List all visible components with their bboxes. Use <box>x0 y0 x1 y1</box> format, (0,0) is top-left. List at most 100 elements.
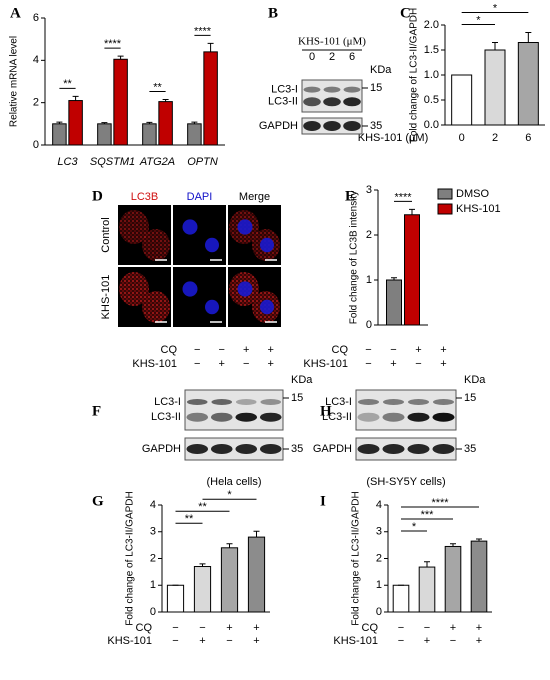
bar <box>193 566 212 613</box>
cell-signal <box>119 272 149 306</box>
y-tick-label: 1.5 <box>424 44 439 56</box>
y-axis-label: Fold change of LC3B intensity <box>349 191 360 324</box>
y-tick-label: 4 <box>376 499 382 511</box>
panel-letter: B <box>268 5 278 21</box>
significance-label: ** <box>63 78 72 90</box>
band <box>432 444 455 454</box>
significance-label: **** <box>394 191 412 203</box>
condition-sign: + <box>268 358 274 370</box>
condition-name: CQ <box>161 344 178 356</box>
y-tick-label: 1 <box>150 579 156 591</box>
blot-strip <box>184 389 284 431</box>
bar <box>52 123 67 146</box>
significance-label: ** <box>198 501 207 513</box>
band <box>343 86 361 93</box>
condition-sign: + <box>219 358 225 370</box>
condition-sign: − <box>398 635 404 647</box>
error-bar <box>476 538 482 542</box>
significance-label: * <box>412 521 417 533</box>
band-label: LC3-II <box>268 96 298 108</box>
panel-letter: E <box>345 188 355 204</box>
legend-label: KHS-101 <box>456 203 501 215</box>
x-tick-label: SQSTM1 <box>90 156 135 168</box>
band <box>210 444 233 454</box>
condition-sign: + <box>440 344 446 356</box>
condition-sign: − <box>194 358 200 370</box>
y-axis-label: Fold change of LC3-II/GAPDH <box>125 491 136 626</box>
significance-label: * <box>493 2 498 14</box>
nucleus <box>237 281 253 297</box>
nucleus <box>182 281 198 297</box>
kda-label: KDa <box>291 374 313 386</box>
x-tick-label: LC3 <box>57 156 78 168</box>
bar <box>220 547 239 613</box>
bar <box>113 58 128 146</box>
band <box>323 121 341 131</box>
condition-sign: − <box>199 622 205 634</box>
significance-label: *** <box>421 509 435 521</box>
bar <box>404 214 420 326</box>
error-bar <box>199 563 206 567</box>
error-bar <box>492 42 498 50</box>
condition-name: KHS-101 <box>333 635 378 647</box>
condition-sign: − <box>172 635 178 647</box>
band-label: LC3-II <box>322 411 352 423</box>
x-axis-label: KHS-101 (μM) <box>358 132 429 144</box>
band <box>186 399 208 405</box>
bar <box>68 100 83 146</box>
band <box>210 412 233 422</box>
panel-letter: A <box>10 5 21 21</box>
significance-label: **** <box>431 497 449 509</box>
band <box>186 444 209 454</box>
condition-sign: + <box>199 635 205 647</box>
bar <box>418 566 436 613</box>
y-tick-label: 2.0 <box>424 19 439 31</box>
condition-sign: − <box>365 358 371 370</box>
error-bar <box>101 122 108 124</box>
band <box>186 412 209 422</box>
condition-name: KHS-101 <box>303 358 348 370</box>
marker-label: 15 <box>464 392 476 404</box>
condition-sign: + <box>253 622 259 634</box>
bar <box>484 49 506 126</box>
blot-caption: (Hela cells) <box>206 476 261 488</box>
condition-sign: + <box>243 344 249 356</box>
legend-swatch <box>437 203 453 215</box>
band-label: GAPDH <box>313 443 352 455</box>
error-bar <box>56 121 63 124</box>
micrograph <box>173 205 226 265</box>
nucleus <box>260 299 274 315</box>
condition-sign: + <box>476 635 482 647</box>
bar <box>517 42 539 126</box>
y-tick-label: 4 <box>150 499 156 511</box>
y-tick-label: 1.0 <box>424 69 439 81</box>
y-tick-label: 0 <box>150 606 156 618</box>
condition-sign: − <box>219 344 225 356</box>
condition-sign: + <box>390 358 396 370</box>
error-bar <box>391 277 397 280</box>
condition-sign: + <box>450 622 456 634</box>
band <box>358 399 379 405</box>
condition-sign: + <box>440 358 446 370</box>
band <box>303 121 321 131</box>
band <box>259 412 282 422</box>
marker-label: 35 <box>464 443 476 455</box>
condition-sign: + <box>476 622 482 634</box>
kda-label: KDa <box>370 64 392 76</box>
bar <box>203 51 218 146</box>
x-tick-label: 2 <box>492 132 498 144</box>
panel-letter: F <box>92 403 101 419</box>
y-axis-label: Relative mRNA level <box>9 36 20 127</box>
x-tick-label: ATG2A <box>139 156 175 168</box>
nucleus <box>182 219 198 235</box>
band <box>407 412 430 422</box>
condition-name: CQ <box>332 344 349 356</box>
x-tick-label: OPTN <box>187 156 218 168</box>
condition-name: KHS-101 <box>132 358 177 370</box>
condition-sign: − <box>226 635 232 647</box>
condition-sign: − <box>365 344 371 356</box>
band <box>235 444 258 454</box>
y-tick-label: 4 <box>33 54 39 66</box>
band <box>357 444 380 454</box>
